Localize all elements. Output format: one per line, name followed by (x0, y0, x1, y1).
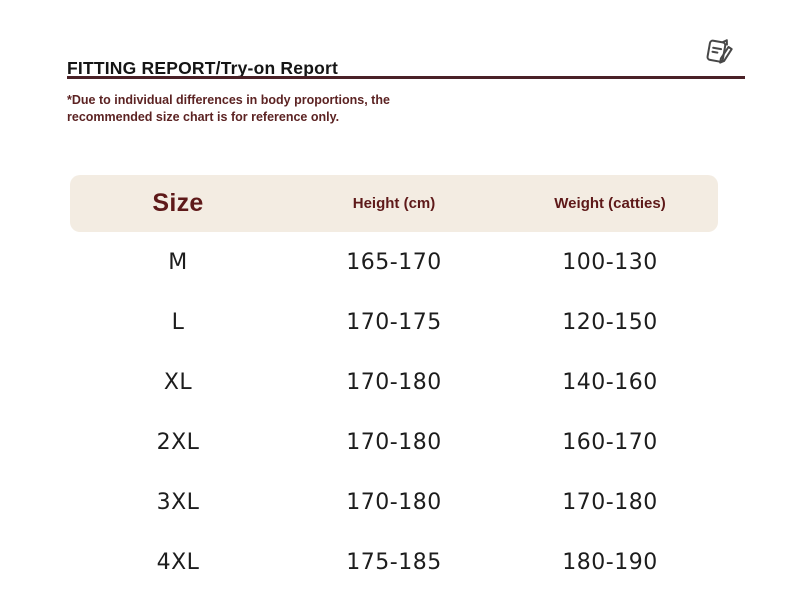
height-cell: 170-180 (346, 489, 442, 515)
height-cell: 170-175 (346, 309, 442, 335)
size-cell: L (171, 309, 185, 335)
table-row: 4XL 175-185 180-190 (70, 532, 718, 592)
divider-rule (67, 76, 745, 79)
table-row: XL 170-180 140-160 (70, 352, 718, 412)
height-cell: 170-180 (346, 429, 442, 455)
weight-cell: 160-170 (562, 429, 658, 455)
height-cell: 165-170 (346, 249, 442, 275)
column-header-height: Height (cm) (352, 195, 436, 212)
size-cell: 3XL (156, 489, 200, 515)
table-header-row: Size Height (cm) Weight (catties) (70, 175, 718, 232)
size-cell: 2XL (156, 429, 200, 455)
weight-cell: 170-180 (562, 489, 658, 515)
table-row: 3XL 170-180 170-180 (70, 472, 718, 532)
weight-cell: 140-160 (562, 369, 658, 395)
size-chart-table: Size Height (cm) Weight (catties) M 165-… (70, 175, 718, 592)
weight-cell: 120-150 (562, 309, 658, 335)
size-cell: XL (163, 369, 193, 395)
weight-cell: 100-130 (562, 249, 658, 275)
weight-cell: 180-190 (562, 549, 658, 575)
height-cell: 170-180 (346, 369, 442, 395)
disclaimer-note: *Due to individual differences in body p… (67, 92, 390, 126)
table-body: M 165-170 100-130 L 170-175 120-150 XL 1… (70, 232, 718, 592)
memo-pencil-icon (698, 33, 738, 73)
column-header-size: Size (152, 189, 204, 217)
column-header-weight: Weight (catties) (554, 195, 666, 212)
table-row: L 170-175 120-150 (70, 292, 718, 352)
size-cell: 4XL (156, 549, 200, 575)
table-row: M 165-170 100-130 (70, 232, 718, 292)
disclaimer-line-2: recommended size chart is for reference … (67, 110, 340, 124)
table-row: 2XL 170-180 160-170 (70, 412, 718, 472)
height-cell: 175-185 (346, 549, 442, 575)
page-title: FITTING REPORT/Try-on Report (67, 57, 339, 78)
disclaimer-line-1: *Due to individual differences in body p… (67, 93, 390, 107)
size-cell: M (168, 249, 188, 275)
